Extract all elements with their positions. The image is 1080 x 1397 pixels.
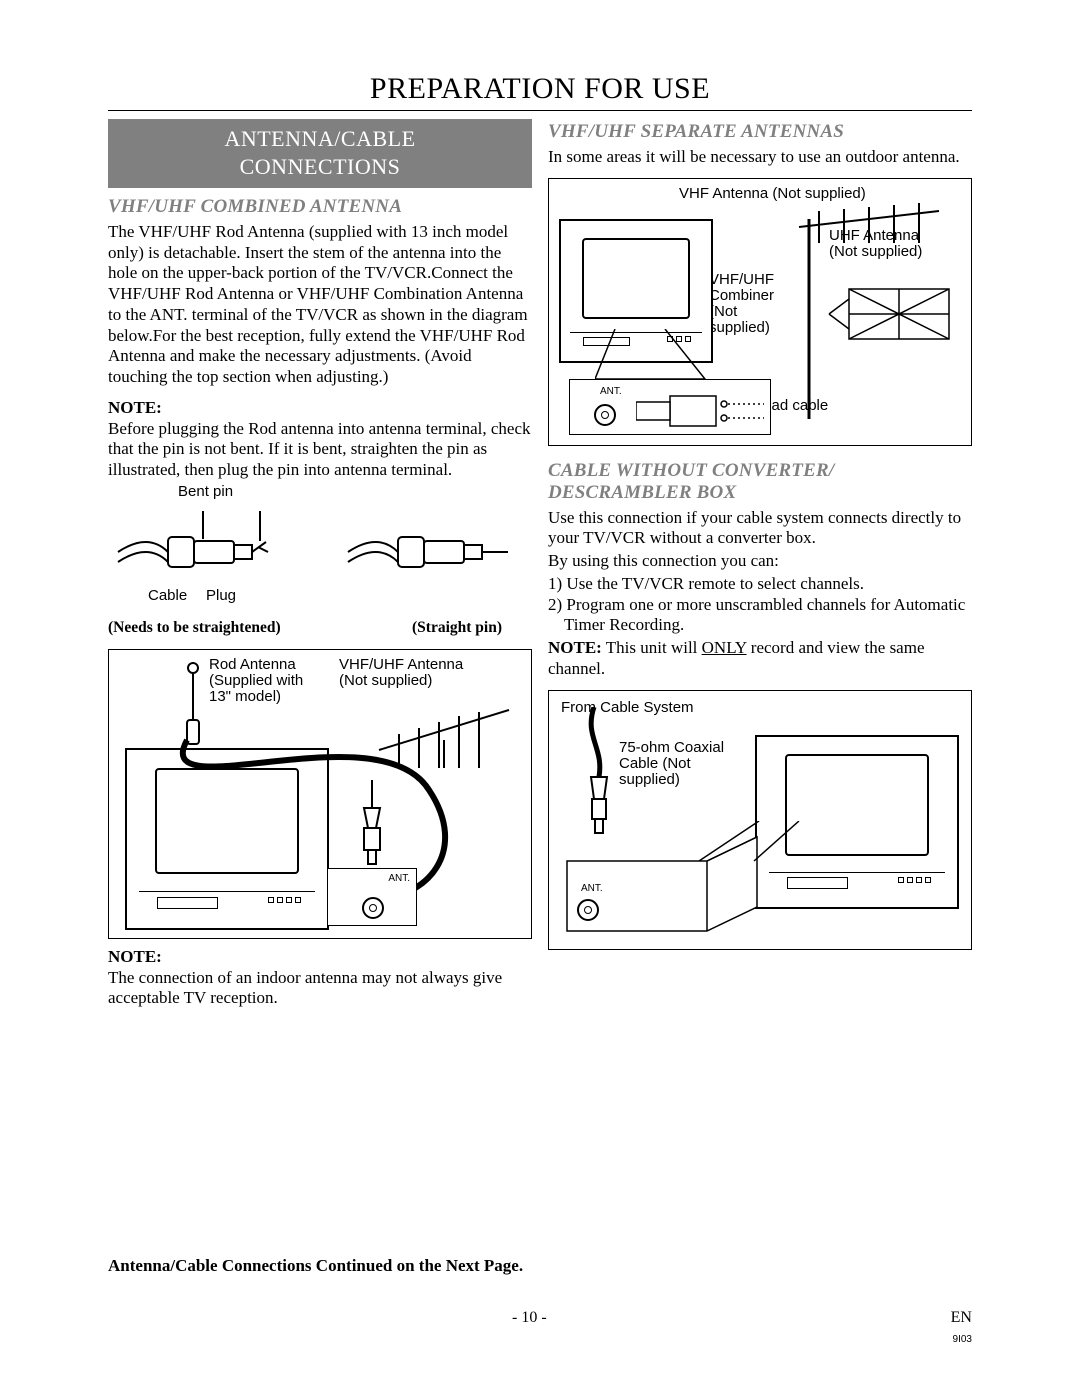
label-ant-1: ANT.	[388, 873, 410, 884]
page-number: - 10 -	[512, 1309, 547, 1327]
bent-pin-captions: (Needs to be straightened) (Straight pin…	[108, 619, 532, 637]
title-rule	[108, 110, 972, 111]
label-rod-antenna-1: Rod Antenna	[209, 656, 296, 673]
cable-li1: 1) Use the TV/VCR remote to select chann…	[548, 574, 972, 595]
caption-straight-pin: (Straight pin)	[412, 619, 532, 637]
continued-line: Antenna/Cable Connections Continued on t…	[108, 1256, 523, 1277]
callout-leader-2-icon	[699, 821, 819, 881]
page-footer: - 10 - EN	[108, 1309, 972, 1327]
ant-port-box: ANT.	[327, 868, 417, 926]
banner-line1: ANTENNA/CABLE	[224, 126, 415, 151]
bent-plug-drawing	[108, 497, 298, 587]
cable-note-only: ONLY	[702, 638, 747, 657]
cable-note-label: NOTE:	[548, 638, 602, 657]
label-combiner-4: supplied)	[709, 319, 770, 336]
section-banner: ANTENNA/CABLE CONNECTIONS	[108, 119, 532, 188]
cable-p2: By using this connection you can:	[548, 551, 972, 572]
doc-code: 9I03	[953, 1334, 972, 1345]
callout-leader-icon	[595, 329, 715, 389]
label-vhfuhf-1: VHF/UHF Antenna	[339, 656, 463, 673]
label-cable: Cable	[148, 587, 187, 604]
figure-combined-antenna: Rod Antenna (Supplied with 13" model) VH…	[108, 649, 532, 939]
banner-line2: CONNECTIONS	[240, 154, 401, 179]
label-combiner-3: (Not	[709, 303, 737, 320]
label-plug: Plug	[206, 587, 236, 604]
label-rod-antenna-3: 13" model)	[209, 688, 281, 705]
straight-plug-drawing	[338, 497, 528, 587]
note-label-1: NOTE:	[108, 398, 162, 417]
coax-plug-icon	[347, 780, 397, 870]
page-lang: EN	[951, 1309, 972, 1327]
label-ant-3: ANT.	[581, 883, 603, 895]
page: PREPARATION FOR USE ANTENNA/CABLE CONNEC…	[0, 0, 1080, 1397]
figure-cable-direct: From Cable System 75-ohm Coaxial Cable (…	[548, 690, 972, 950]
cable-note: NOTE: This unit will ONLY record and vie…	[548, 638, 972, 679]
cable-li2: 2) Program one or more unscrambled chann…	[548, 595, 972, 636]
cable-note-b: This unit will	[602, 638, 702, 657]
note-2-text: The connection of an indoor antenna may …	[108, 968, 502, 1008]
uhf-antenna-icon	[809, 279, 959, 359]
bent-pin-figure: Bent pin Cable Plug	[108, 483, 532, 613]
label-vhfuhf-2: (Not supplied)	[339, 672, 432, 689]
note-1: NOTE: Before plugging the Rod antenna in…	[108, 398, 532, 481]
cable-p1: Use this connection if your cable system…	[548, 508, 972, 549]
note-1-text: Before plugging the Rod antenna into ant…	[108, 419, 531, 479]
note-label-2: NOTE:	[108, 947, 162, 966]
figure-separate-antennas: VHF Antenna (Not supplied) UHF Antenna (…	[548, 178, 972, 446]
two-column-layout: ANTENNA/CABLE CONNECTIONS VHF/UHF COMBIN…	[108, 119, 972, 1019]
page-title: PREPARATION FOR USE	[108, 72, 972, 106]
combiner-icon	[636, 388, 766, 432]
subhead-cable-no-converter: CABLE WITHOUT CONVERTER/ DESCRAMBLER BOX	[548, 460, 972, 504]
caption-needs-straighten: (Needs to be straightened)	[108, 619, 281, 637]
left-column: ANTENNA/CABLE CONNECTIONS VHF/UHF COMBIN…	[108, 119, 532, 1019]
label-rod-antenna-2: (Supplied with	[209, 672, 303, 689]
combined-paragraph: The VHF/UHF Rod Antenna (supplied with 1…	[108, 222, 532, 388]
antenna-pole-icon	[799, 219, 819, 419]
label-combiner-2: Combiner	[709, 287, 774, 304]
note-2: NOTE: The connection of an indoor antenn…	[108, 947, 532, 1009]
separate-paragraph: In some areas it will be necessary to us…	[548, 147, 972, 168]
subhead-separate: VHF/UHF SEPARATE ANTENNAS	[548, 121, 972, 143]
right-column: VHF/UHF SEPARATE ANTENNAS In some areas …	[548, 119, 972, 1019]
subhead-combined: VHF/UHF COMBINED ANTENNA	[108, 196, 532, 218]
label-combiner-1: VHF/UHF	[709, 271, 774, 288]
